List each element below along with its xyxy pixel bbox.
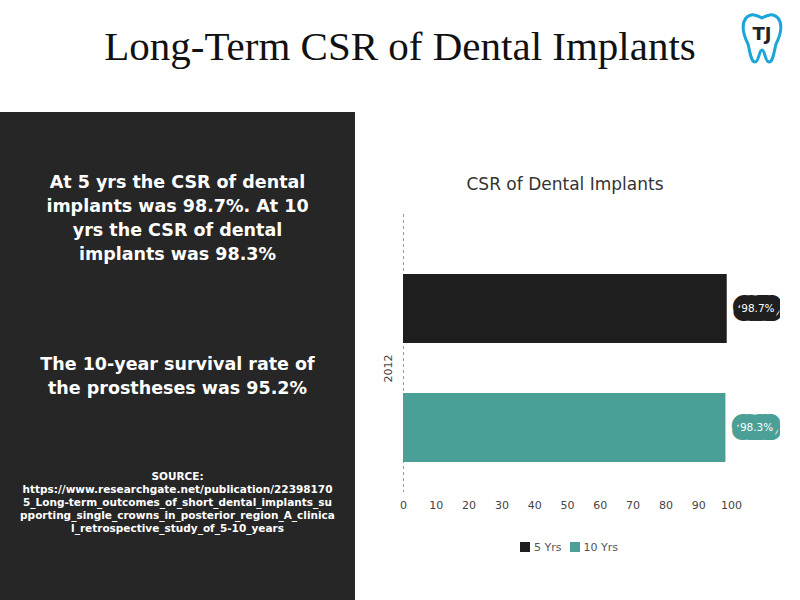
svg-text:80: 80 (659, 499, 673, 512)
svg-text:TJ: TJ (753, 23, 772, 44)
svg-text:60: 60 (593, 499, 607, 512)
svg-text:40: 40 (528, 499, 542, 512)
html-text:CSR of Dental Implants: CSR of Dental Implants (466, 174, 664, 194)
html-text:10 Yrs: 10 Yrs (583, 541, 618, 554)
html-text:Long-Term CSR of Dental Implan: Long-Term CSR of Dental Implants (104, 23, 696, 69)
html-text:The 10-year survival rate of t: The 10-year survival rate of the prosthe… (40, 354, 315, 398)
html-text:https://www.researchgate.net/p: https://www.researchgate.net/publication… (20, 483, 335, 534)
svg-text:30: 30 (495, 499, 509, 512)
svg-text:2012: 2012 (382, 355, 395, 383)
html-text:5 Yrs: 5 Yrs (534, 541, 562, 554)
html-text:SOURCE:: SOURCE: (151, 470, 204, 482)
svg-text:0: 0 (400, 499, 407, 512)
svg-text:10: 10 (429, 499, 443, 512)
svg-text:100: 100 (721, 499, 742, 512)
svg-text:50: 50 (561, 499, 575, 512)
svg-text:98.3%: 98.3% (740, 421, 773, 433)
svg-text:90: 90 (692, 499, 706, 512)
svg-text:98.7%: 98.7% (741, 302, 774, 314)
html-text:At 5 yrs the CSR of dental imp: At 5 yrs the CSR of dental implants was … (46, 172, 309, 264)
svg-text:70: 70 (626, 499, 640, 512)
svg-text:20: 20 (462, 499, 476, 512)
